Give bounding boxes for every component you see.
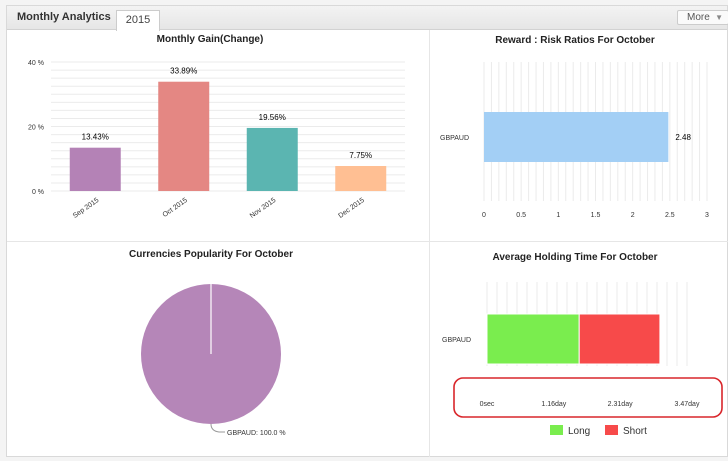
- highlight-box: [453, 377, 723, 418]
- connector-line: [210, 423, 225, 433]
- bar: [158, 81, 210, 191]
- monthly-analytics-widget: Monthly Analytics 2015 More ▼ Monthly Ga…: [6, 5, 728, 457]
- widget-title: Monthly Analytics: [17, 11, 111, 23]
- monthly-gain-title: Monthly Gain(Change): [157, 34, 264, 45]
- legend-label: Long: [568, 426, 590, 437]
- y-category-label: GBPAUD: [440, 135, 469, 142]
- x-tick-label: Nov 2015: [249, 197, 278, 220]
- caret-down-icon: ▼: [715, 13, 723, 22]
- x-tick-label: 3: [705, 212, 709, 219]
- reward-risk-title: Reward : Risk Ratios For October: [495, 35, 655, 46]
- x-tick-label: Sep 2015: [72, 197, 101, 220]
- data-label: 13.43%: [82, 133, 109, 142]
- data-label: 7.75%: [349, 151, 372, 160]
- x-tick-label: 3.47day: [675, 401, 700, 408]
- y-tick-label: 0 %: [32, 189, 44, 196]
- bar: [246, 127, 298, 191]
- charts-canvas: Monthly Gain(Change) 0 % 20 % 40 % 13.43% Se…: [28, 34, 723, 437]
- x-tick-label: 0sec: [480, 401, 495, 408]
- bar: [335, 166, 387, 191]
- x-tick-label: Dec 2015: [337, 197, 366, 220]
- monthly-gain-chart: Monthly Gain(Change) 0 % 20 % 40 % 13.43% Se…: [28, 34, 405, 220]
- slice-label: GBPAUD: 100.0 %: [227, 430, 286, 437]
- y-tick-label: 40 %: [28, 60, 44, 67]
- reward-risk-chart: Reward : Risk Ratios For October 0 0.5 1 1.…: [440, 35, 709, 219]
- bar-segment: [486, 313, 580, 365]
- bar: [484, 112, 669, 162]
- data-label: 2.48: [675, 133, 691, 142]
- more-button-label: More: [687, 12, 710, 23]
- panel-divider-horizontal: [7, 241, 728, 242]
- holding-time-chart: Average Holding Time For October GBPAUD 0…: [442, 252, 723, 437]
- legend-swatch: [550, 425, 563, 435]
- legend-swatch: [605, 425, 618, 435]
- data-label: 19.56%: [259, 113, 286, 122]
- widget-header: Monthly Analytics 2015 More ▼: [7, 6, 728, 31]
- holding-time-title: Average Holding Time For October: [492, 252, 657, 263]
- y-category-label: GBPAUD: [442, 337, 471, 344]
- currency-popularity-title: Currencies Popularity For October: [129, 249, 293, 260]
- tab-2015[interactable]: 2015: [116, 10, 160, 31]
- bar-segment: [578, 313, 661, 365]
- legend-label: Short: [623, 426, 647, 437]
- panel-divider-vertical: [429, 30, 430, 457]
- x-tick-label: 2.31day: [608, 401, 633, 408]
- bar: [69, 147, 121, 191]
- y-tick-label: 20 %: [28, 125, 44, 132]
- currency-popularity-chart: Currencies Popularity For October GBPAUD…: [129, 249, 293, 437]
- x-tick-label: 1: [556, 212, 560, 219]
- more-button[interactable]: More ▼: [677, 10, 728, 25]
- x-tick-label: 2: [631, 212, 635, 219]
- data-label: 33.89%: [170, 67, 197, 76]
- x-tick-label: 1.16day: [541, 401, 566, 408]
- x-tick-label: Oct 2015: [162, 197, 189, 219]
- x-tick-label: 0.5: [516, 212, 526, 219]
- x-tick-label: 1.5: [591, 212, 601, 219]
- x-tick-label: 0: [482, 212, 486, 219]
- x-tick-label: 2.5: [665, 212, 675, 219]
